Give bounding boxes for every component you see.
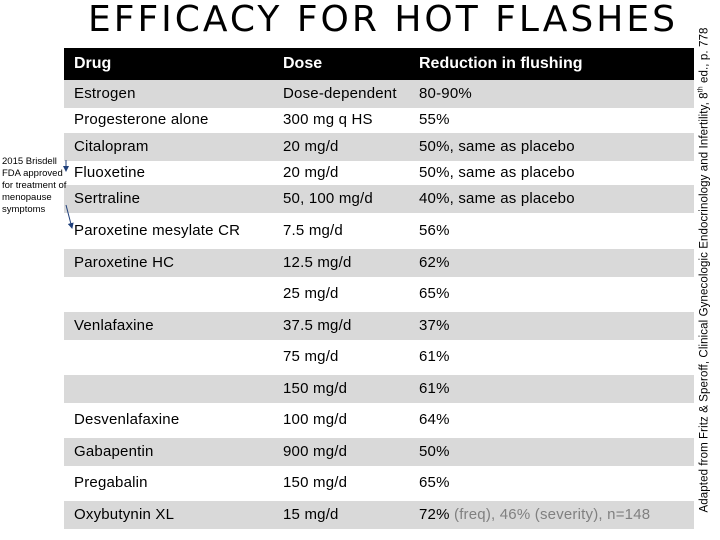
reduction-cell: 50% bbox=[419, 443, 450, 460]
reduction-cell: 80-90% bbox=[419, 85, 472, 102]
drug-cell: Sertraline bbox=[74, 190, 141, 207]
header-reduction: Reduction in flushing bbox=[419, 55, 583, 72]
reduction-cell: 50%, same as placebo bbox=[419, 138, 575, 155]
drug-cell: Venlafaxine bbox=[74, 317, 154, 334]
page-title: EFFICACY FOR HOT FLASHES bbox=[88, 0, 678, 40]
reduction-cell: 62% bbox=[419, 254, 450, 271]
table-row: Citalopram 20 mg/d 50%, same as placebo bbox=[64, 133, 694, 161]
header-drug: Drug bbox=[74, 55, 112, 72]
source-citation: Adapted from Fritz & Speroff, Clinical G… bbox=[694, 0, 714, 540]
table-row: Sertraline 50, 100 mg/d 40%, same as pla… bbox=[64, 185, 694, 213]
table-row: 25 mg/d 65% bbox=[64, 280, 694, 308]
dose-cell: 100 mg/d bbox=[283, 411, 348, 428]
reduction-cell: 65% bbox=[419, 474, 450, 491]
source-text: Adapted from Fritz & Speroff, Clinical G… bbox=[698, 28, 711, 513]
dose-cell: 25 mg/d bbox=[283, 285, 339, 302]
reduction-cell: 61% bbox=[419, 348, 450, 365]
drug-cell: Desvenlafaxine bbox=[74, 411, 180, 428]
brisdell-annotation: 2015 Brisdell FDA approved for treatment… bbox=[2, 156, 67, 215]
dose-cell: Dose-dependent bbox=[283, 85, 397, 102]
reduction-cell: 40%, same as placebo bbox=[419, 190, 575, 207]
drug-cell: Pregabalin bbox=[74, 474, 148, 491]
dose-cell: 75 mg/d bbox=[283, 348, 339, 365]
source-suffix: ed., p. 778 bbox=[698, 27, 711, 87]
dose-cell: 12.5 mg/d bbox=[283, 254, 352, 271]
reduction-note: (freq), 46% (severity), n=148 bbox=[449, 506, 651, 523]
drug-cell: Paroxetine mesylate CR bbox=[74, 222, 241, 239]
dose-cell: 900 mg/d bbox=[283, 443, 348, 460]
table-row: Oxybutynin XL 15 mg/d 72% (freq), 46% (s… bbox=[64, 501, 694, 529]
table-row: Gabapentin 900 mg/d 50% bbox=[64, 438, 694, 466]
reduction-cell: 37% bbox=[419, 317, 450, 334]
table-row: Pregabalin 150 mg/d 65% bbox=[64, 469, 694, 497]
drug-cell: Estrogen bbox=[74, 85, 136, 102]
table-row: Venlafaxine 37.5 mg/d 37% bbox=[64, 312, 694, 340]
reduction-value: 72% bbox=[419, 506, 450, 523]
drug-cell: Fluoxetine bbox=[74, 164, 146, 181]
reduction-cell: 55% bbox=[419, 111, 450, 128]
table-row: 150 mg/d 61% bbox=[64, 375, 694, 403]
reduction-cell: 65% bbox=[419, 285, 450, 302]
dose-cell: 20 mg/d bbox=[283, 164, 339, 181]
reduction-cell: 64% bbox=[419, 411, 450, 428]
source-prefix: Adapted from Fritz & Speroff, Clinical G… bbox=[698, 92, 711, 513]
table-row: Paroxetine mesylate CR 7.5 mg/d 56% bbox=[64, 217, 694, 245]
reduction-cell: 72% (freq), 46% (severity), n=148 bbox=[419, 501, 650, 529]
table-row: Progesterone alone 300 mg q HS 55% bbox=[64, 106, 694, 134]
table-row: Fluoxetine 20 mg/d 50%, same as placebo bbox=[64, 159, 694, 187]
table-row: Paroxetine HC 12.5 mg/d 62% bbox=[64, 249, 694, 277]
dose-cell: 300 mg q HS bbox=[283, 111, 373, 128]
dose-cell: 150 mg/d bbox=[283, 474, 348, 491]
drug-cell: Progesterone alone bbox=[74, 111, 209, 128]
source-sup: th bbox=[697, 86, 705, 93]
dose-cell: 15 mg/d bbox=[283, 506, 339, 523]
drug-cell: Paroxetine HC bbox=[74, 254, 175, 271]
dose-cell: 20 mg/d bbox=[283, 138, 339, 155]
dose-cell: 7.5 mg/d bbox=[283, 222, 343, 239]
reduction-cell: 61% bbox=[419, 380, 450, 397]
dose-cell: 150 mg/d bbox=[283, 380, 348, 397]
dose-cell: 50, 100 mg/d bbox=[283, 190, 373, 207]
drug-cell: Gabapentin bbox=[74, 443, 154, 460]
table-header: Drug Dose Reduction in flushing bbox=[64, 48, 694, 80]
table-row: Desvenlafaxine 100 mg/d 64% bbox=[64, 406, 694, 434]
table-row: 75 mg/d 61% bbox=[64, 343, 694, 371]
dose-cell: 37.5 mg/d bbox=[283, 317, 352, 334]
drug-cell: Oxybutynin XL bbox=[74, 506, 175, 523]
drug-cell: Citalopram bbox=[74, 138, 149, 155]
table-row: Estrogen Dose-dependent 80-90% bbox=[64, 80, 694, 108]
header-dose: Dose bbox=[283, 55, 323, 72]
reduction-cell: 50%, same as placebo bbox=[419, 164, 575, 181]
reduction-cell: 56% bbox=[419, 222, 450, 239]
